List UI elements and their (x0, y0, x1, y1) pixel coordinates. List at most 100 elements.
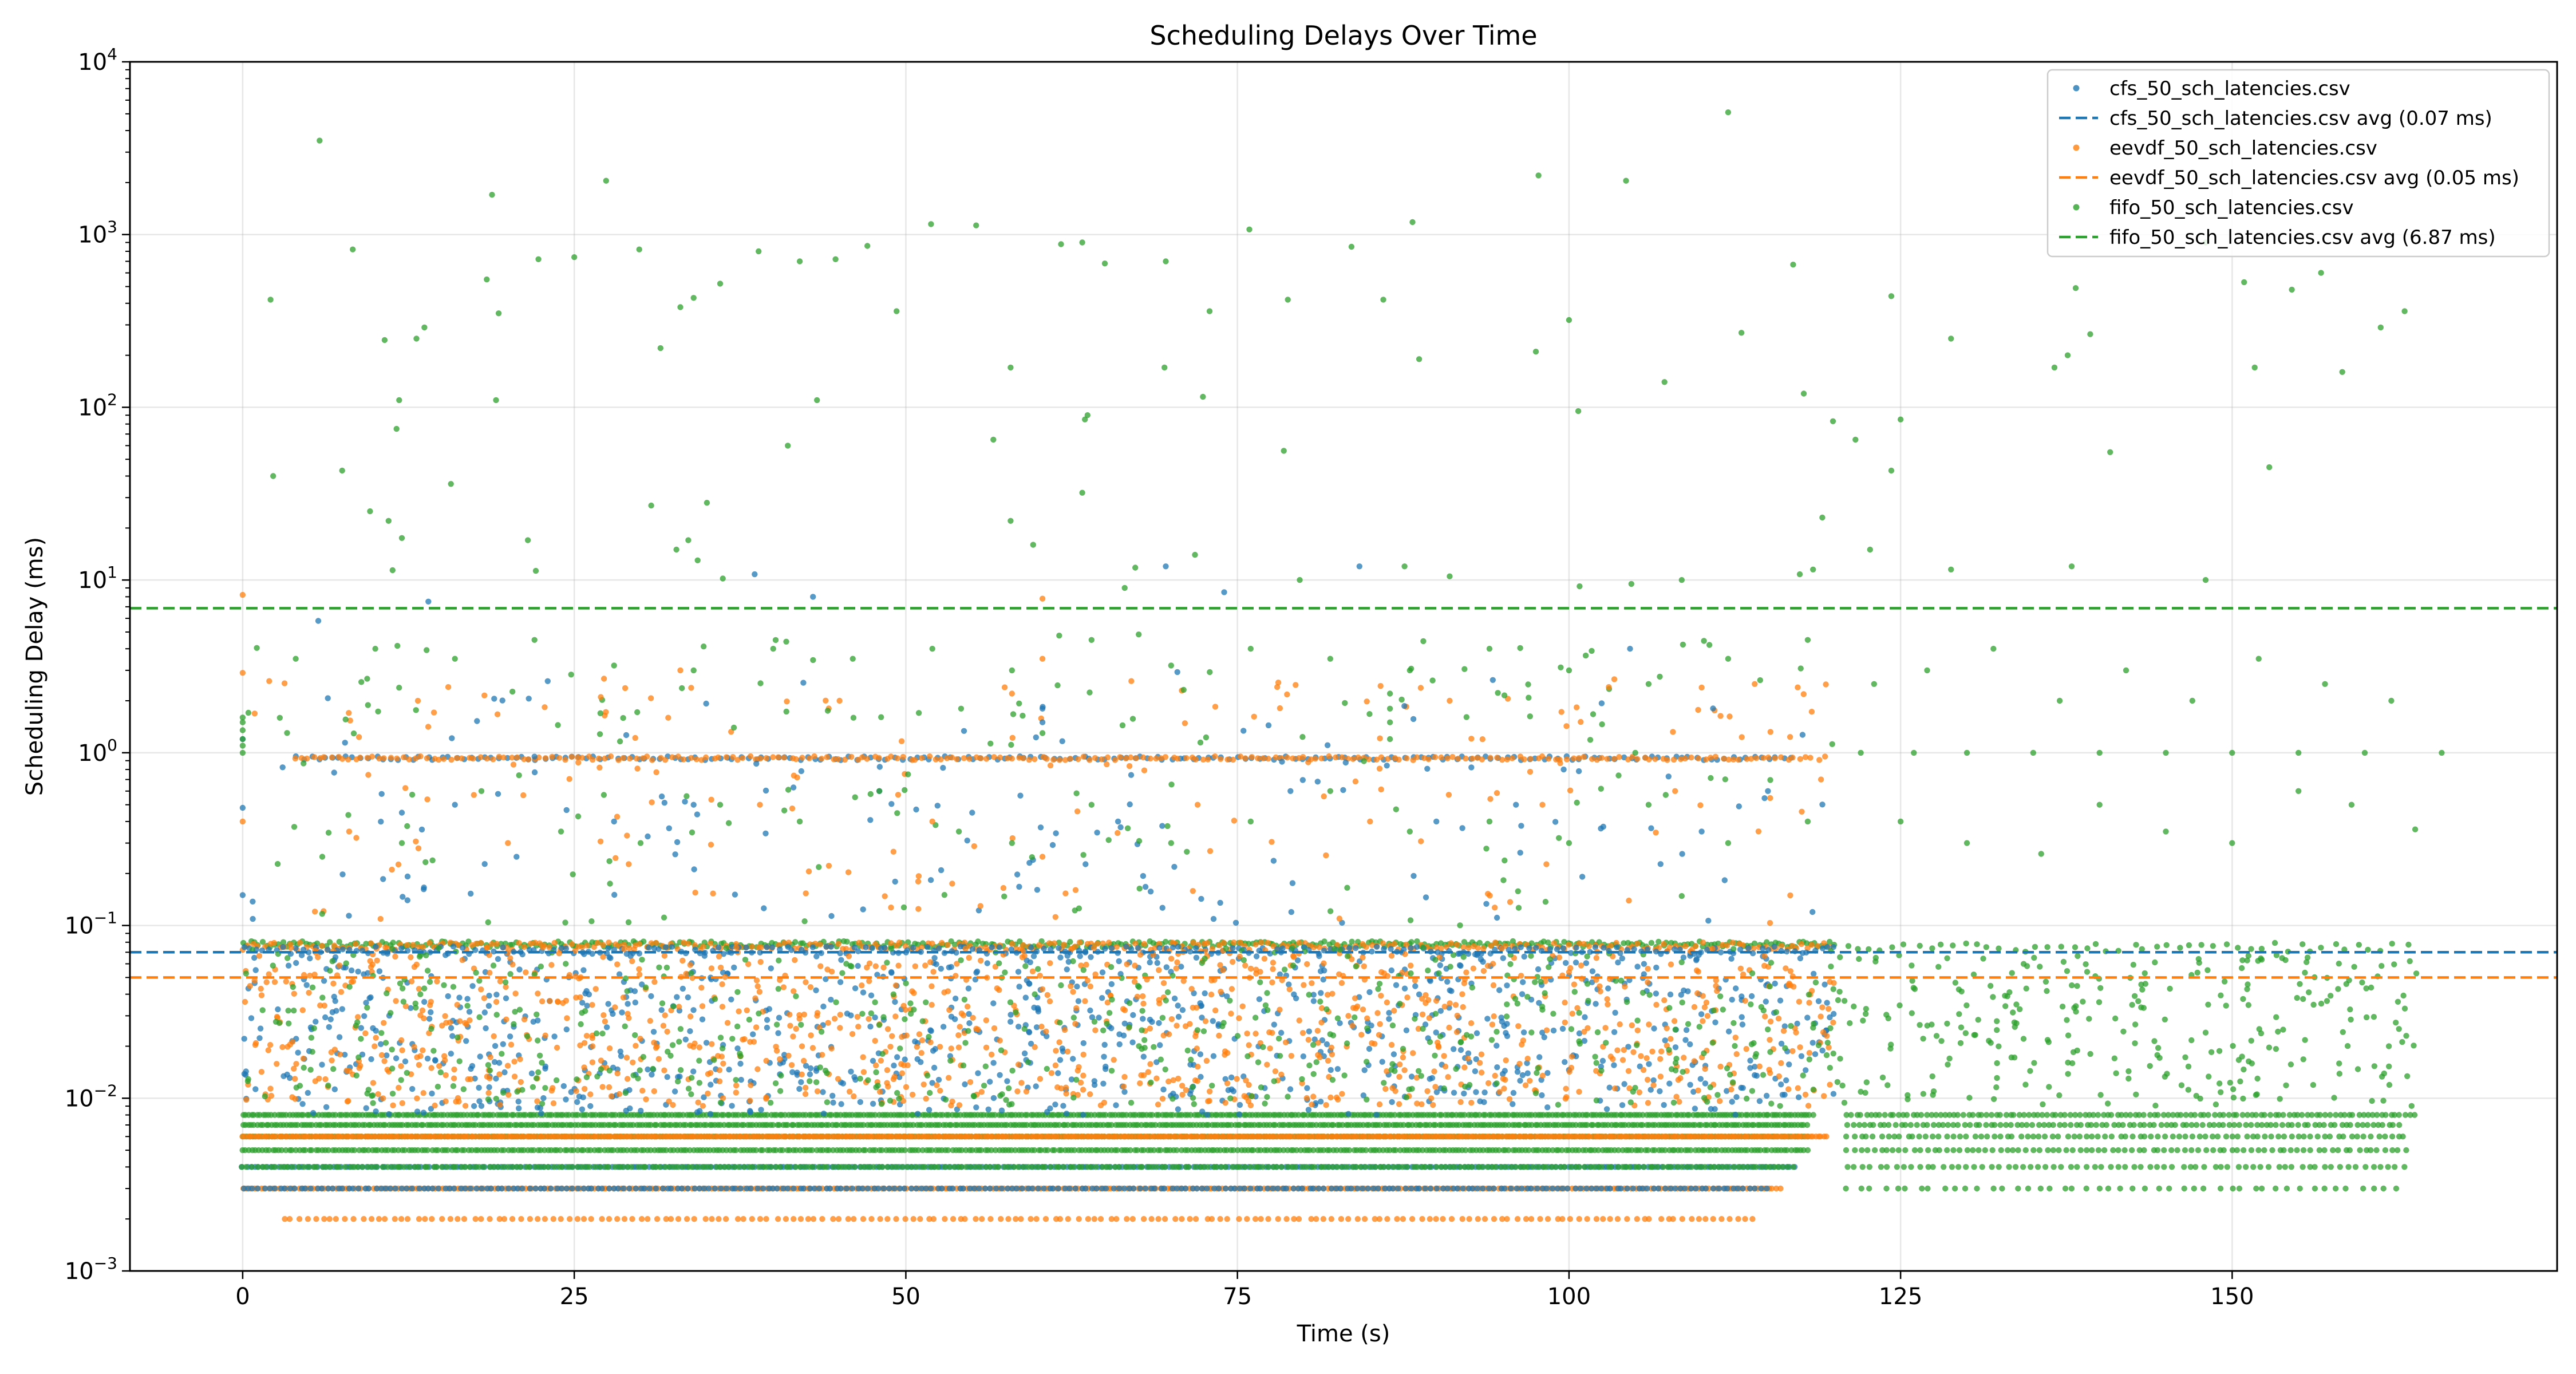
data-point (1521, 756, 1527, 763)
data-point (1480, 945, 1487, 952)
data-point (1041, 945, 1047, 952)
data-point (1526, 945, 1532, 951)
data-point (633, 755, 640, 762)
data-point (1929, 945, 1935, 951)
data-point (1641, 1164, 1647, 1170)
data-point (1032, 756, 1038, 763)
data-point (1321, 938, 1327, 945)
data-point (420, 1122, 426, 1128)
data-point (790, 1122, 797, 1128)
data-point (1414, 938, 1420, 945)
data-point (1607, 942, 1614, 949)
data-point (2389, 941, 2395, 947)
data-point (626, 755, 633, 762)
data-point (1505, 1112, 1512, 1118)
data-point (1404, 755, 1410, 761)
data-point (1576, 1164, 1583, 1170)
data-point (1736, 1122, 1742, 1128)
data-point (977, 1164, 983, 1170)
data-point (1156, 945, 1163, 951)
data-point (1186, 1164, 1192, 1170)
data-point (1729, 939, 1736, 946)
data-point (1963, 940, 1969, 947)
data-point (516, 940, 522, 946)
data-point (1381, 946, 1387, 952)
data-point (1703, 756, 1709, 763)
data-point (1469, 1164, 1475, 1170)
data-point (869, 945, 875, 951)
data-point (475, 1112, 481, 1118)
data-point (1350, 756, 1356, 763)
data-point (1598, 755, 1605, 761)
data-point (460, 945, 466, 951)
data-point (663, 944, 669, 950)
data-point (1312, 756, 1318, 762)
data-point (1740, 942, 1746, 949)
data-point (860, 1122, 867, 1128)
data-point (542, 755, 549, 761)
data-point (1152, 1122, 1159, 1128)
data-point (1140, 754, 1147, 761)
data-point (1543, 1164, 1549, 1170)
data-point (1020, 942, 1026, 949)
data-point (1174, 756, 1181, 762)
data-point (1255, 755, 1261, 761)
data-point (1295, 1112, 1302, 1118)
data-point (339, 756, 346, 762)
data-point (1432, 754, 1439, 760)
data-point (1634, 940, 1641, 947)
data-point (747, 753, 754, 760)
data-point (730, 754, 736, 760)
data-point (1611, 756, 1617, 762)
data-point (1764, 939, 1770, 945)
data-point (388, 755, 394, 761)
data-point (1631, 946, 1637, 953)
data-point (1413, 943, 1420, 950)
data-point (416, 1164, 422, 1170)
data-point (1065, 1122, 1071, 1128)
data-point (1175, 943, 1182, 950)
data-point (1790, 1164, 1796, 1170)
data-point (2248, 946, 2254, 952)
data-point (764, 1112, 771, 1118)
data-point (1753, 755, 1760, 761)
data-point (590, 756, 596, 763)
data-point (1028, 944, 1034, 951)
data-point (1566, 941, 1572, 948)
data-point (1730, 1164, 1737, 1170)
data-point (1798, 941, 1804, 947)
data-point (716, 944, 722, 951)
data-point (1607, 1164, 1614, 1170)
data-point (648, 940, 654, 946)
data-point (1824, 944, 1831, 950)
data-point (532, 939, 539, 946)
data-point (1326, 753, 1332, 760)
data-point (851, 1164, 858, 1170)
data-point (1236, 1164, 1243, 1170)
data-point (1692, 943, 1699, 949)
data-point (1363, 943, 1369, 950)
data-point (1190, 939, 1196, 946)
data-point (1639, 1112, 1646, 1118)
data-point (1020, 755, 1026, 761)
data-point (1503, 1164, 1509, 1170)
data-point (1823, 1134, 1830, 1140)
data-point (1438, 1112, 1445, 1118)
data-point (594, 939, 601, 946)
data-point (517, 1164, 524, 1170)
data-point (1626, 1164, 1633, 1170)
data-point (1724, 942, 1730, 949)
data-point (888, 753, 894, 760)
data-point (698, 757, 705, 763)
data-point (1545, 939, 1551, 946)
data-point (1656, 938, 1662, 945)
data-point (1744, 756, 1750, 762)
data-point (1889, 944, 1895, 950)
data-point (1996, 945, 2002, 951)
data-point (1804, 1147, 1811, 1154)
data-point (441, 756, 447, 762)
data-point (902, 1147, 908, 1154)
data-point (369, 753, 376, 760)
data-point (1421, 755, 1427, 761)
data-point (1222, 1164, 1228, 1170)
